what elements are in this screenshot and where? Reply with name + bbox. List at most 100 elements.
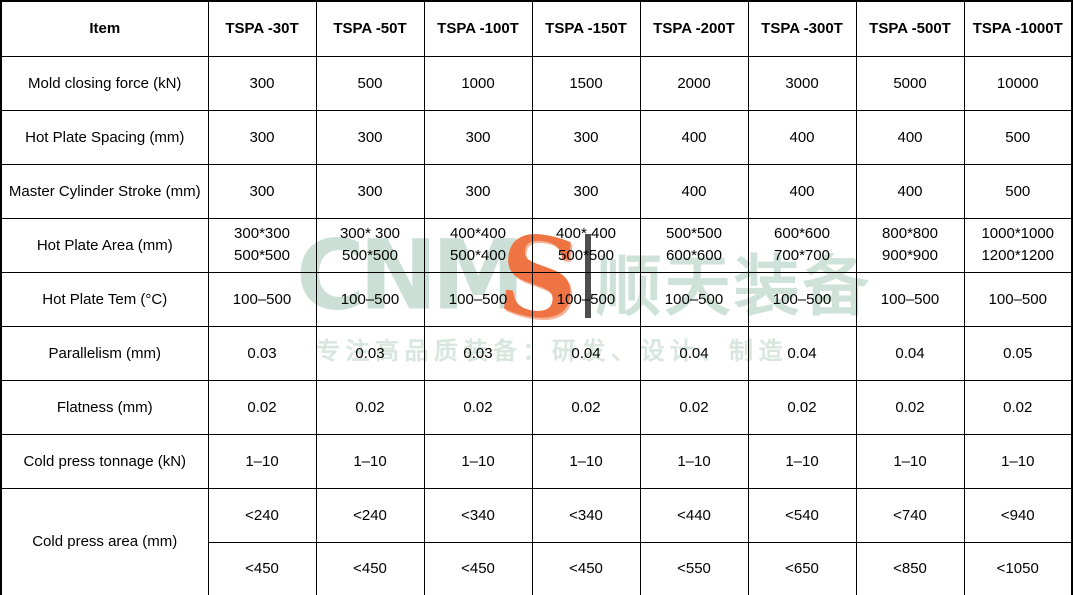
spec-cell: <450 <box>207 541 317 595</box>
table-row: Flatness (mm) 0.02 0.02 0.02 0.02 0.02 0… <box>0 379 1073 435</box>
spec-cell: 400 <box>855 163 965 219</box>
column-header-item: Item <box>0 0 209 57</box>
spec-cell: <450 <box>315 541 425 595</box>
row-label: Hot Plate Tem (°C) <box>0 271 209 327</box>
table-row: Cold press tonnage (kN) 1–10 1–10 1–10 1… <box>0 433 1073 489</box>
spec-cell: 400 <box>747 163 857 219</box>
column-header: TSPA -200T <box>639 0 749 57</box>
area-line2: 500*500 <box>558 247 614 264</box>
area-line2: 600*600 <box>666 247 722 264</box>
spec-cell: 0.02 <box>315 379 425 435</box>
spec-cell: <240 <box>315 487 425 543</box>
spec-cell: 1–10 <box>747 433 857 489</box>
spec-cell: 1–10 <box>963 433 1073 489</box>
spec-cell: 100–500 <box>207 271 317 327</box>
column-header: TSPA -1000T <box>963 0 1073 57</box>
spec-cell: <340 <box>423 487 533 543</box>
spec-cell: <540 <box>747 487 857 543</box>
column-header: TSPA -500T <box>855 0 965 57</box>
spec-cell: 300 <box>315 109 425 165</box>
table-row: Cold press area (mm) <240 <240 <340 <340… <box>0 487 1073 595</box>
spec-cell: 1000 <box>423 55 533 111</box>
spec-cell: 100–500 <box>747 271 857 327</box>
spec-cell: 500 <box>963 163 1073 219</box>
spec-cell: 10000 <box>963 55 1073 111</box>
spec-cell: 100–500 <box>963 271 1073 327</box>
spec-cell: 1000*1000 1200*1200 <box>963 217 1073 273</box>
area-line1: 1000*1000 <box>981 225 1055 243</box>
spec-cell: 300 <box>207 163 317 219</box>
spec-cell: 500 <box>315 55 425 111</box>
column-header: TSPA -300T <box>747 0 857 57</box>
area-line1: 400*400 <box>450 225 506 243</box>
spec-cell: 100–500 <box>855 271 965 327</box>
spec-cell: <850 <box>855 541 965 595</box>
spec-cell: 400 <box>747 109 857 165</box>
spec-cell: 600*600 700*700 <box>747 217 857 273</box>
spec-cell: 1–10 <box>207 433 317 489</box>
area-line1: 600*600 <box>774 225 830 243</box>
spec-cell: 0.05 <box>963 325 1073 381</box>
spec-cell: 300 <box>423 109 533 165</box>
column-header: TSPA -100T <box>423 0 533 57</box>
area-line1: 400* 400 <box>555 225 617 243</box>
spec-cell: 400* 400 500*500 <box>531 217 641 273</box>
table-row: Mold closing force (kN) 300 500 1000 150… <box>0 55 1073 111</box>
spec-cell: 0.02 <box>207 379 317 435</box>
area-line2: 1200*1200 <box>981 247 1055 264</box>
spec-cell: 1–10 <box>315 433 425 489</box>
table-row: Parallelism (mm) 0.03 0.03 0.03 0.04 0.0… <box>0 325 1073 381</box>
spec-cell: 100–500 <box>315 271 425 327</box>
column-header: TSPA -30T <box>207 0 317 57</box>
area-line2: 500*500 <box>342 247 398 264</box>
column-header: TSPA -150T <box>531 0 641 57</box>
spec-cell: <740 <box>855 487 965 543</box>
column-header: TSPA -50T <box>315 0 425 57</box>
spec-cell: 0.04 <box>747 325 857 381</box>
spec-cell: 3000 <box>747 55 857 111</box>
spec-cell: 300 <box>207 109 317 165</box>
spec-cell: <450 <box>423 541 533 595</box>
spec-cell: 0.04 <box>531 325 641 381</box>
spec-cell: <650 <box>747 541 857 595</box>
spec-cell: 300 <box>531 109 641 165</box>
spec-cell: 1500 <box>531 55 641 111</box>
spec-cell: 300 <box>315 163 425 219</box>
spec-cell: 500*500 600*600 <box>639 217 749 273</box>
row-label: Master Cylinder Stroke (mm) <box>0 163 209 219</box>
table-row: Hot Plate Tem (°C) 100–500 100–500 100–5… <box>0 271 1073 327</box>
spec-cell: 1–10 <box>423 433 533 489</box>
spec-cell: 0.02 <box>423 379 533 435</box>
spec-cell: 1–10 <box>639 433 749 489</box>
row-label: Parallelism (mm) <box>0 325 209 381</box>
spec-cell: 0.04 <box>855 325 965 381</box>
area-line1: 300* 300 <box>339 225 401 243</box>
area-line2: 900*900 <box>882 247 938 264</box>
spec-cell: 0.02 <box>855 379 965 435</box>
row-label: Hot Plate Area (mm) <box>0 217 209 273</box>
spec-cell: 1–10 <box>531 433 641 489</box>
spec-cell: 2000 <box>639 55 749 111</box>
table-row: Master Cylinder Stroke (mm) 300 300 300 … <box>0 163 1073 219</box>
spec-cell: 0.02 <box>747 379 857 435</box>
row-label: Hot Plate Spacing (mm) <box>0 109 209 165</box>
row-label: Cold press area (mm) <box>0 487 209 595</box>
spec-cell: <240 <box>207 487 317 543</box>
row-label: Cold press tonnage (kN) <box>0 433 209 489</box>
area-line2: 500*500 <box>234 247 290 264</box>
spec-cell: 300*300 500*500 <box>207 217 317 273</box>
spec-cell: 400 <box>639 109 749 165</box>
spec-cell: <550 <box>639 541 749 595</box>
spec-cell: <1050 <box>963 541 1073 595</box>
spec-cell: 300 <box>531 163 641 219</box>
spec-cell: 0.02 <box>639 379 749 435</box>
spec-cell: 1–10 <box>855 433 965 489</box>
spec-cell: 800*800 900*900 <box>855 217 965 273</box>
table-row: Hot Plate Area (mm) 300*300 500*500 300* … <box>0 217 1073 273</box>
spec-cell: 100–500 <box>531 271 641 327</box>
table-row: <450 <450 <450 <450 <550 <650 <850 <1050 <box>1 541 1073 595</box>
spec-cell: 0.04 <box>639 325 749 381</box>
area-line2: 500*400 <box>450 247 506 264</box>
spec-cell: 100–500 <box>639 271 749 327</box>
